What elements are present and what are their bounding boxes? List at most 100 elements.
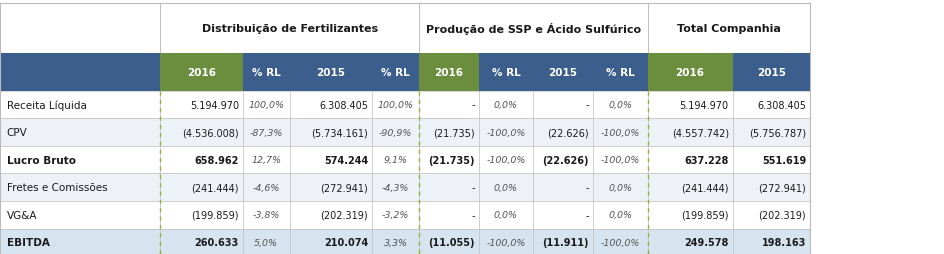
Bar [733,174,810,201]
Bar [372,146,419,174]
Text: % RL: % RL [252,67,280,77]
Bar [243,201,290,229]
Text: (21.735): (21.735) [433,128,475,138]
Bar [243,174,290,201]
Bar [243,53,290,91]
Bar [479,174,533,201]
Bar [479,53,533,91]
Bar [0,229,160,254]
Text: 6.308.405: 6.308.405 [757,100,806,110]
Text: 9,1%: 9,1% [383,155,408,165]
Bar [372,229,419,254]
Text: 249.578: 249.578 [684,237,729,247]
Bar [479,229,533,254]
Text: Distribuição de Fertilizantes: Distribuição de Fertilizantes [202,24,378,34]
Bar [290,53,372,91]
Text: Fretes e Comissões: Fretes e Comissões [7,182,108,193]
Bar [243,91,290,119]
Bar [733,53,810,91]
Text: -4,3%: -4,3% [382,183,409,192]
Text: -3,2%: -3,2% [382,210,409,219]
Bar [372,201,419,229]
Bar [243,146,290,174]
Text: 12,7%: 12,7% [251,155,281,165]
Bar [733,119,810,146]
Bar [593,119,648,146]
Bar [0,201,160,229]
Bar [290,91,372,119]
Bar [648,229,733,254]
Text: -: - [585,100,589,110]
Bar [419,91,479,119]
Bar [160,229,243,254]
Bar [160,119,243,146]
Text: 0,0%: 0,0% [494,210,518,219]
Bar [0,53,160,91]
Text: -: - [585,182,589,193]
Text: (22.626): (22.626) [543,155,589,165]
Bar [419,53,479,91]
Text: 260.633: 260.633 [194,237,239,247]
Text: (202.319): (202.319) [321,210,368,220]
Bar [479,91,533,119]
Text: (4.557.742): (4.557.742) [671,128,729,138]
Text: (202.319): (202.319) [759,210,806,220]
Text: 100,0%: 100,0% [378,101,413,110]
Text: -: - [471,210,475,220]
Text: -100,0%: -100,0% [486,238,526,247]
Bar [593,91,648,119]
Text: 6.308.405: 6.308.405 [319,100,368,110]
Bar [648,4,810,53]
Text: 5.194.970: 5.194.970 [680,100,729,110]
Bar [160,53,243,91]
Bar [372,91,419,119]
Bar [593,174,648,201]
Text: 2015: 2015 [757,67,785,77]
Text: 0,0%: 0,0% [494,101,518,110]
Bar [243,119,290,146]
Text: (21.735): (21.735) [429,155,475,165]
Text: 2016: 2016 [676,67,704,77]
Bar [419,201,479,229]
Bar [733,91,810,119]
Bar [593,201,648,229]
Text: Lucro Bruto: Lucro Bruto [7,155,76,165]
Text: 0,0%: 0,0% [494,183,518,192]
Bar [733,201,810,229]
Text: -: - [471,182,475,193]
Text: VG&A: VG&A [7,210,37,220]
Bar [533,174,593,201]
Bar [593,146,648,174]
Text: 2016: 2016 [434,67,464,77]
Text: -90,9%: -90,9% [379,128,413,137]
Bar [419,146,479,174]
Bar [533,229,593,254]
Bar [648,53,733,91]
Bar [372,53,419,91]
Bar [290,229,372,254]
Text: Receita Líquida: Receita Líquida [7,100,87,110]
Text: 2015: 2015 [316,67,346,77]
Text: 5.194.970: 5.194.970 [190,100,239,110]
Text: -100,0%: -100,0% [486,155,526,165]
Text: (199.859): (199.859) [192,210,239,220]
Text: (272.941): (272.941) [320,182,368,193]
Bar [479,201,533,229]
Bar [648,91,733,119]
Text: -100,0%: -100,0% [486,128,526,137]
Bar [533,91,593,119]
Bar [593,53,648,91]
Text: (11.055): (11.055) [429,237,475,247]
Bar [419,229,479,254]
Text: -100,0%: -100,0% [600,128,640,137]
Text: 0,0%: 0,0% [608,183,632,192]
Bar [0,119,160,146]
Text: -100,0%: -100,0% [600,155,640,165]
Text: 3,3%: 3,3% [383,238,408,247]
Bar [419,174,479,201]
Bar [290,146,372,174]
Text: 198.163: 198.163 [762,237,806,247]
Bar [533,119,593,146]
Bar [533,146,593,174]
Text: -: - [585,210,589,220]
